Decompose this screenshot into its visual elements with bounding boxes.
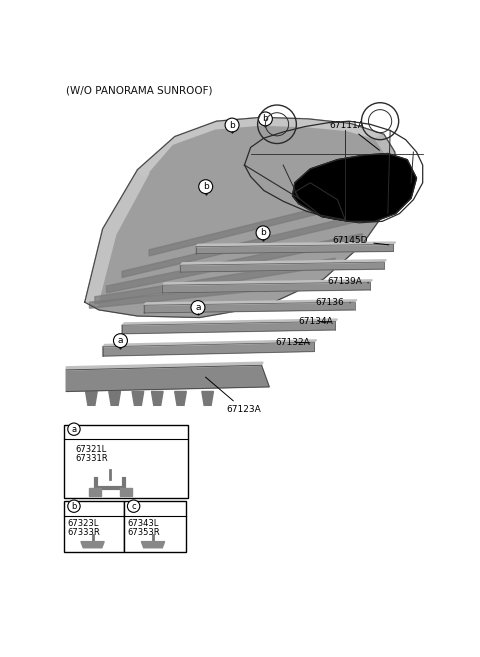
Circle shape <box>256 226 270 240</box>
Circle shape <box>350 173 364 187</box>
Text: b: b <box>263 114 268 124</box>
Text: b: b <box>260 229 266 237</box>
Text: a: a <box>72 424 76 434</box>
Polygon shape <box>109 392 120 405</box>
Text: a: a <box>118 336 123 345</box>
Circle shape <box>113 334 127 348</box>
Polygon shape <box>137 118 384 177</box>
Polygon shape <box>85 392 97 405</box>
FancyBboxPatch shape <box>123 501 186 553</box>
Text: (W/O PANORAMA SUNROOF): (W/O PANORAMA SUNROOF) <box>66 86 213 96</box>
Text: b: b <box>71 502 77 510</box>
Text: 67323L: 67323L <box>68 519 99 528</box>
Text: 67123A: 67123A <box>205 377 262 415</box>
Circle shape <box>68 423 80 436</box>
Polygon shape <box>120 489 132 496</box>
Polygon shape <box>202 392 214 405</box>
Circle shape <box>191 301 205 315</box>
Polygon shape <box>103 340 316 347</box>
Polygon shape <box>375 134 397 214</box>
Text: 67134A: 67134A <box>299 317 334 326</box>
Text: c: c <box>354 176 360 185</box>
Polygon shape <box>85 118 397 317</box>
Polygon shape <box>175 392 186 405</box>
FancyBboxPatch shape <box>64 501 123 553</box>
Circle shape <box>199 180 213 194</box>
Circle shape <box>127 500 140 512</box>
Polygon shape <box>89 489 101 496</box>
Polygon shape <box>122 210 382 277</box>
Polygon shape <box>103 342 314 356</box>
Polygon shape <box>162 280 372 285</box>
Polygon shape <box>89 281 296 308</box>
Polygon shape <box>85 170 149 306</box>
Text: 67111A: 67111A <box>330 120 379 150</box>
Polygon shape <box>180 262 384 272</box>
Polygon shape <box>292 154 417 221</box>
Text: a: a <box>195 303 201 312</box>
Text: b: b <box>229 120 235 129</box>
Polygon shape <box>144 300 357 306</box>
Polygon shape <box>122 321 335 334</box>
Text: 67132A: 67132A <box>276 338 310 347</box>
Text: b: b <box>203 182 209 191</box>
Polygon shape <box>66 365 269 392</box>
Text: 67139A: 67139A <box>327 277 369 286</box>
Text: 67145D: 67145D <box>333 236 389 245</box>
Polygon shape <box>180 260 386 265</box>
Text: 67343L: 67343L <box>127 519 159 528</box>
Polygon shape <box>95 258 335 304</box>
Polygon shape <box>152 392 163 405</box>
Polygon shape <box>122 319 337 325</box>
Text: 67333R: 67333R <box>68 528 100 537</box>
Polygon shape <box>196 244 393 254</box>
Circle shape <box>68 500 80 512</box>
Text: 67331R: 67331R <box>75 454 108 463</box>
Polygon shape <box>132 392 144 405</box>
Text: 67321L: 67321L <box>75 445 107 453</box>
Polygon shape <box>196 242 396 246</box>
Circle shape <box>258 112 272 125</box>
Text: 67136: 67136 <box>316 298 350 307</box>
Polygon shape <box>149 192 382 256</box>
Circle shape <box>225 118 239 132</box>
Polygon shape <box>162 282 370 293</box>
Polygon shape <box>66 362 263 370</box>
Text: 67353R: 67353R <box>127 528 160 537</box>
Polygon shape <box>144 302 355 313</box>
Polygon shape <box>142 541 165 548</box>
Text: c: c <box>132 502 136 510</box>
Polygon shape <box>107 234 362 293</box>
Polygon shape <box>81 541 104 548</box>
FancyBboxPatch shape <box>64 425 188 499</box>
